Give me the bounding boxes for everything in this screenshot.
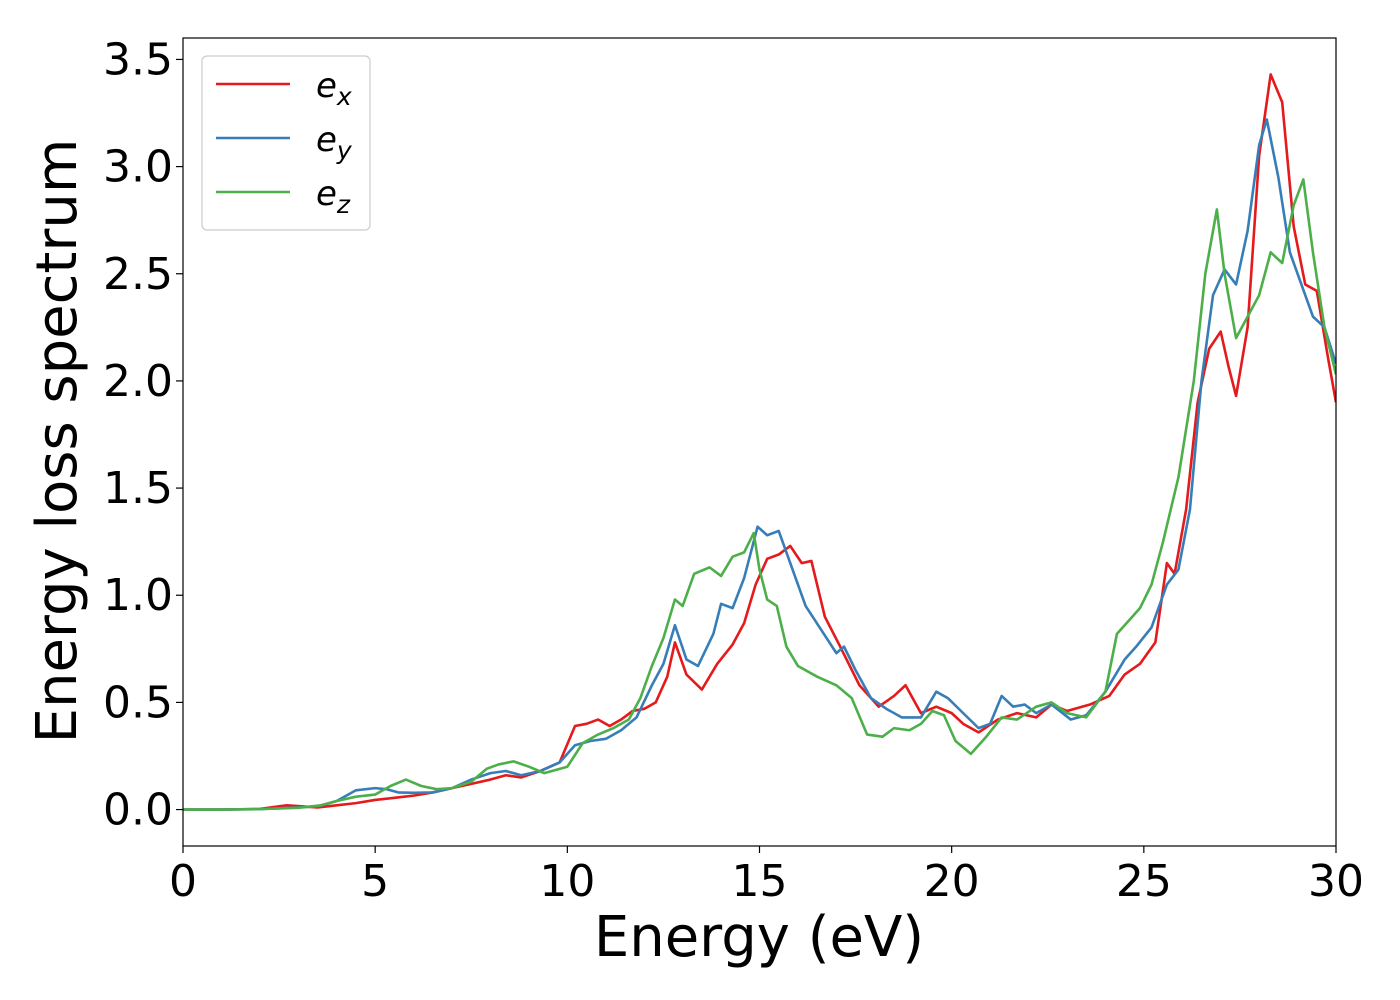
x-tick-label: 30 — [1308, 856, 1364, 907]
x-axis-ticks: 0 5 10 15 20 25 30 — [169, 846, 1364, 907]
series-line-z — [183, 178, 1336, 811]
x-axis-title: Energy (eV) — [594, 905, 924, 970]
y-tick-label: 0.0 — [103, 785, 173, 836]
x-tick-label: 15 — [732, 856, 788, 907]
y-tick-label: 0.5 — [103, 677, 173, 728]
x-tick-label: 20 — [924, 856, 980, 907]
legend: ex ey ez — [201, 55, 371, 231]
y-tick-label: 2.0 — [103, 356, 173, 407]
x-tick-label: 10 — [539, 856, 595, 907]
y-tick-label: 1.5 — [103, 463, 173, 514]
series-line-y — [183, 118, 1336, 811]
y-axis-ticks: 0.0 0.5 1.0 1.5 2.0 2.5 3.0 3.5 — [103, 34, 183, 836]
x-tick-label: 25 — [1116, 856, 1172, 907]
y-axis-title: Energy loss spectrum — [25, 139, 90, 744]
plot-area — [182, 37, 1337, 847]
legend-label-z: ez — [316, 174, 351, 219]
legend-box — [201, 55, 371, 231]
y-tick-label: 1.0 — [103, 570, 173, 621]
y-tick-label: 3.0 — [103, 142, 173, 193]
y-tick-label: 2.5 — [103, 249, 173, 300]
legend-label-y: ey — [316, 120, 353, 165]
legend-label-x: ex — [316, 66, 352, 111]
x-tick-label: 0 — [169, 856, 197, 907]
x-tick-label: 5 — [361, 856, 389, 907]
y-tick-label: 3.5 — [103, 34, 173, 85]
